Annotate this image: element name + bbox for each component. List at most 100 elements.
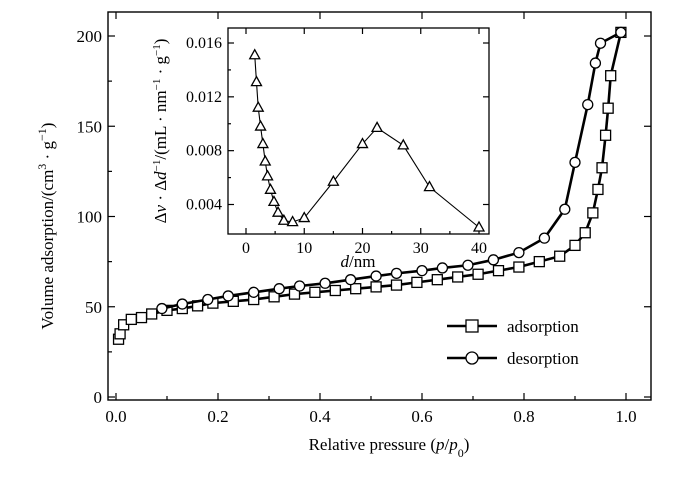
circle-marker <box>538 232 551 244</box>
triangle-marker <box>327 174 340 186</box>
triangle-marker <box>472 220 486 232</box>
y-tick-label: 0 <box>94 388 103 407</box>
x-tick-label: 0.2 <box>207 407 228 426</box>
x-tick-label: 0.0 <box>105 407 126 426</box>
legend-label-desorption: desorption <box>507 349 579 368</box>
square-marker <box>587 207 599 219</box>
circle-marker <box>615 26 627 39</box>
square-marker <box>599 129 612 141</box>
y-tick-label: 50 <box>85 298 102 317</box>
circle-marker <box>156 302 168 315</box>
circle-marker <box>436 262 449 274</box>
inset-y-axis-title: Δv · Δd−1/(mL · nm−1 · g−1) <box>151 39 170 224</box>
square-marker <box>329 284 341 297</box>
triangle-marker <box>286 215 299 227</box>
circle-marker <box>222 290 234 302</box>
x-tick-label: 0.8 <box>513 407 534 426</box>
circle-marker <box>390 267 403 280</box>
triangle-marker <box>271 205 285 217</box>
inset-x-tick-label: 10 <box>296 240 312 257</box>
inset-y-tick-label: 0.016 <box>186 35 222 52</box>
triangle-marker <box>423 180 436 192</box>
circle-marker <box>202 293 214 306</box>
square-marker <box>465 319 479 333</box>
circle-marker <box>589 57 602 69</box>
circle-marker <box>513 246 525 259</box>
square-marker <box>472 268 484 280</box>
circle-marker <box>594 37 607 49</box>
triangle-marker <box>259 154 272 166</box>
y-tick-label: 150 <box>77 117 103 136</box>
circle-marker <box>462 259 474 271</box>
circle-marker <box>582 98 594 111</box>
square-marker <box>125 313 137 326</box>
inset-x-tick-label: 30 <box>413 240 429 257</box>
inset-y-tick-label: 0.012 <box>186 89 222 106</box>
triangle-marker <box>397 138 410 150</box>
inset-x-axis-title: d/nm <box>341 252 376 271</box>
triangle-marker <box>264 182 277 194</box>
square-marker <box>492 264 505 277</box>
square-marker <box>533 255 545 268</box>
y-tick-label: 200 <box>77 27 103 46</box>
x-axis-title: Relative pressure (p/p0) <box>309 435 470 460</box>
main-plot-frame <box>107 11 652 401</box>
square-marker <box>268 291 280 303</box>
square-marker <box>596 162 608 174</box>
circle-marker <box>273 283 285 295</box>
triangle-marker <box>254 119 267 131</box>
triangle-marker <box>256 137 269 149</box>
triangle-marker <box>261 169 274 181</box>
triangle-marker <box>250 75 263 87</box>
circle-marker <box>176 298 188 310</box>
inset-x-tick-label: 0 <box>242 240 250 257</box>
inset-y-tick-label: 0.004 <box>186 197 222 214</box>
circle-marker <box>319 277 331 289</box>
square-marker <box>431 274 443 286</box>
square-marker <box>592 183 604 196</box>
square-marker <box>370 281 382 293</box>
circle-marker <box>416 264 428 277</box>
y-axis-title: Volume adsorption/(cm3 · g−1) <box>35 123 57 330</box>
triangle-marker <box>370 121 384 133</box>
square-marker <box>146 308 158 320</box>
triangle-marker <box>298 211 311 223</box>
circle-marker <box>559 203 571 215</box>
series-desorption <box>156 26 627 315</box>
x-tick-label: 1.0 <box>615 407 636 426</box>
square-marker <box>569 239 581 252</box>
y-tick-label: 100 <box>77 208 103 227</box>
circle-marker <box>248 286 260 298</box>
inset-x-tick-label: 40 <box>471 240 487 257</box>
inset-x-tick-label: 20 <box>355 240 371 257</box>
square-marker <box>602 102 614 114</box>
square-marker <box>390 279 403 291</box>
square-marker <box>411 276 423 289</box>
circle-marker <box>465 351 479 365</box>
square-marker <box>309 286 321 298</box>
square-marker <box>288 288 301 300</box>
triangle-marker <box>267 195 281 207</box>
circle-marker <box>487 254 500 266</box>
circle-marker <box>569 156 581 169</box>
inset-series-pore-size <box>248 48 486 232</box>
square-marker <box>513 261 525 273</box>
triangle-marker <box>252 100 265 112</box>
x-tick-label: 0.6 <box>411 407 432 426</box>
square-marker <box>452 271 464 283</box>
triangle-marker <box>248 48 261 60</box>
inset-y-tick-label: 0.008 <box>186 143 222 160</box>
square-marker <box>579 227 591 239</box>
square-marker <box>605 70 617 82</box>
circle-marker <box>293 280 306 292</box>
legend: adsorption desorption <box>447 317 579 368</box>
square-marker <box>554 250 566 262</box>
square-marker <box>135 311 148 324</box>
circle-marker <box>344 274 357 286</box>
triangle-marker <box>356 137 369 149</box>
x-tick-label: 0.4 <box>309 407 331 426</box>
legend-label-adsorption: adsorption <box>507 317 579 336</box>
triangle-marker <box>277 213 290 225</box>
